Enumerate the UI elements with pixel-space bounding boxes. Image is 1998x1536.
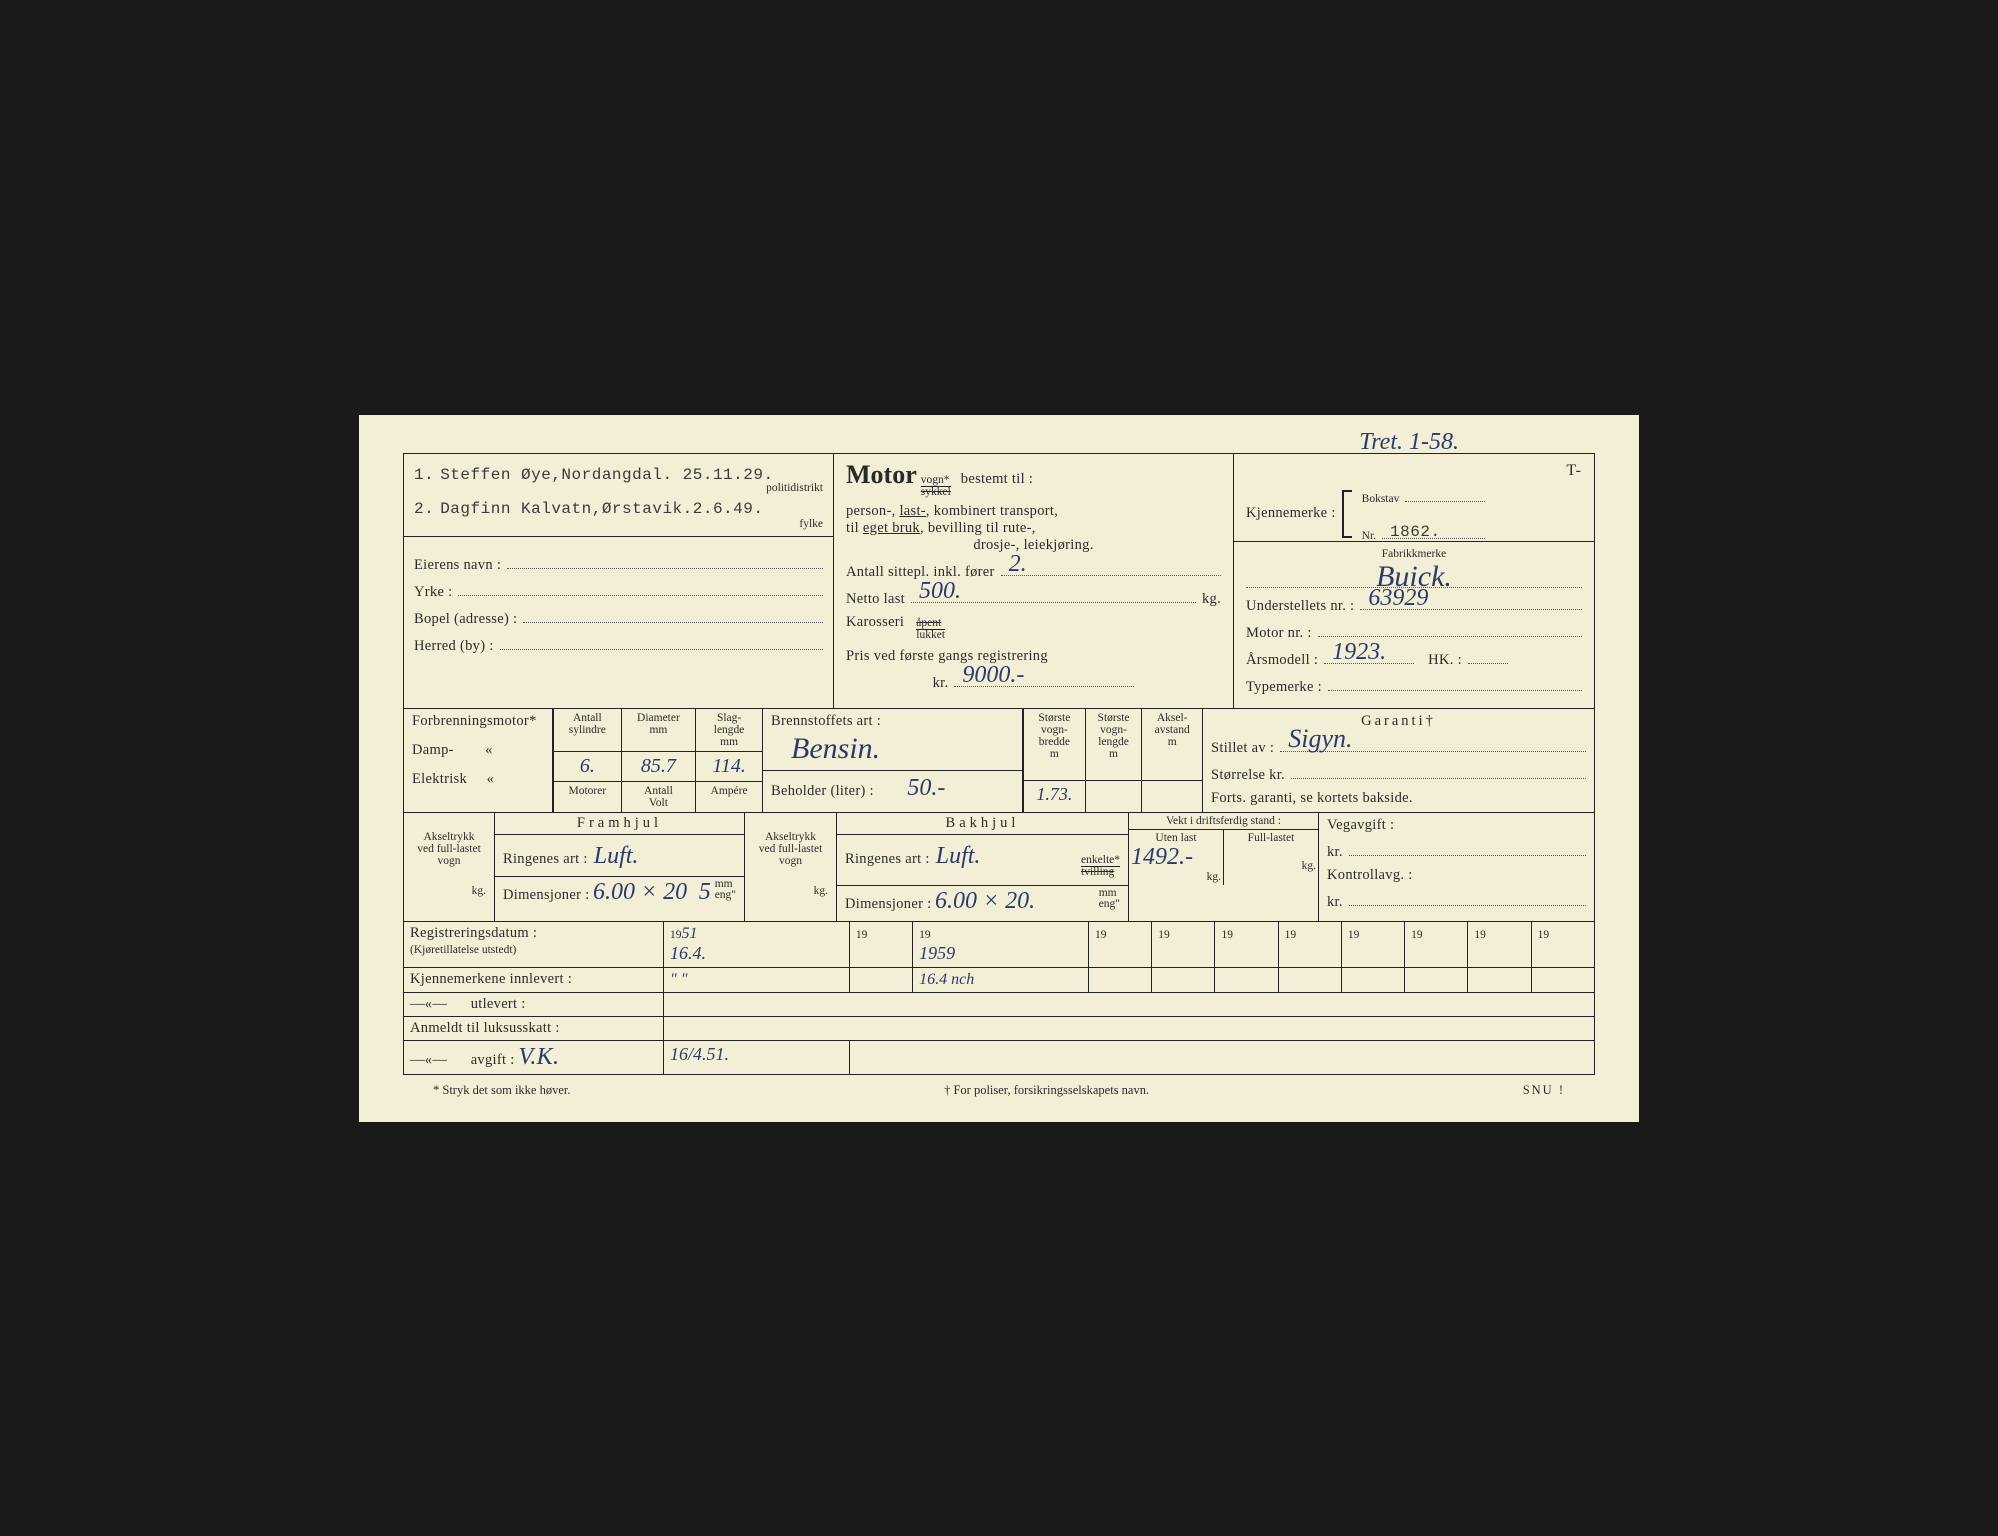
arsmodell: 1923.	[1332, 639, 1386, 666]
uten-last-val: 1492.-	[1131, 844, 1221, 871]
beholder-val: 50.-	[907, 775, 945, 801]
registration-card: Tret. 1-58. 1. Steffen Øye,Nordangdal. 2…	[359, 415, 1639, 1122]
brennstoff-val: Bensin.	[791, 732, 1014, 766]
engine-row: Forbrenningsmotor* Damp- « Elektrisk « A…	[403, 709, 1595, 813]
sylindre-val: 6.	[554, 751, 622, 781]
top-annotation: Tret. 1-58.	[1359, 429, 1459, 456]
pris-val: 9000.-	[962, 662, 1024, 689]
bracket-icon	[1342, 490, 1352, 538]
motor-title: Motor	[846, 460, 917, 490]
kj-prefix: T-	[1246, 462, 1582, 480]
avgift-val: V.K.	[519, 1044, 560, 1070]
ring-back: Luft.	[936, 843, 1075, 870]
wheels-row: Akseltrykk ved full-lastet vogn kg. Fram…	[403, 813, 1595, 922]
eierens-navn-label: Eierens navn :	[414, 557, 501, 574]
fabrikk-box: Fabrikkmerke Buick. Understellets nr. :6…	[1234, 542, 1594, 708]
slaglengde-val: 114.	[696, 751, 763, 781]
stillet-val: Sigyn.	[1288, 724, 1352, 754]
owner2-typed: Dagfinn Kalvatn,Ørstavik.2.6.49.	[440, 500, 823, 518]
owner2-prefix: 2.	[414, 500, 434, 518]
registration-table: Registreringsdatum : (Kjøretillatelse ut…	[403, 922, 1595, 1075]
kjennemerke-box: T- Kjennemerke : Bokstav Nr.1862.	[1234, 454, 1594, 542]
owner-details: Eierens navn : Yrke : Bopel (adresse) : …	[404, 537, 833, 667]
sykkel: sykkel	[921, 487, 951, 499]
kj-nr: 1862.	[1390, 523, 1441, 541]
owner2-suffix: fylke	[414, 518, 823, 530]
ring-front: Luft.	[594, 843, 639, 870]
motor-desc: person-, last-, kombinert transport, til…	[846, 503, 1221, 554]
yrke-label: Yrke :	[414, 584, 452, 601]
owners-box: 1. Steffen Øye,Nordangdal. 25.11.29. pol…	[404, 454, 833, 537]
garanti-box: Garanti† Stillet av :Sigyn. Størrelse kr…	[1203, 709, 1595, 813]
diameter-val: 85.7	[621, 751, 695, 781]
understell-nr: 63929	[1368, 585, 1428, 612]
dim-front: 6.00 × 20	[593, 879, 687, 905]
sittepl-val: 2.	[1009, 551, 1027, 578]
top-row: 1. Steffen Øye,Nordangdal. 25.11.29. pol…	[403, 453, 1595, 709]
herred-label: Herred (by) :	[414, 638, 494, 655]
footnotes: * Stryk det som ikke høver. † For polise…	[403, 1083, 1595, 1098]
netto-last-val: 500.	[919, 578, 961, 605]
bestemt-til: bestemt til :	[961, 471, 1033, 488]
owner1-typed: Steffen Øye,Nordangdal. 25.11.29.	[440, 466, 823, 484]
motor-box: Motor vogn* sykkel bestemt til : person-…	[834, 454, 1234, 708]
bredde-val: 1.73.	[1024, 781, 1086, 812]
bopel-label: Bopel (adresse) :	[414, 611, 517, 628]
dim-back: 6.00 × 20.	[935, 888, 1035, 914]
owner1-prefix: 1.	[414, 466, 434, 484]
